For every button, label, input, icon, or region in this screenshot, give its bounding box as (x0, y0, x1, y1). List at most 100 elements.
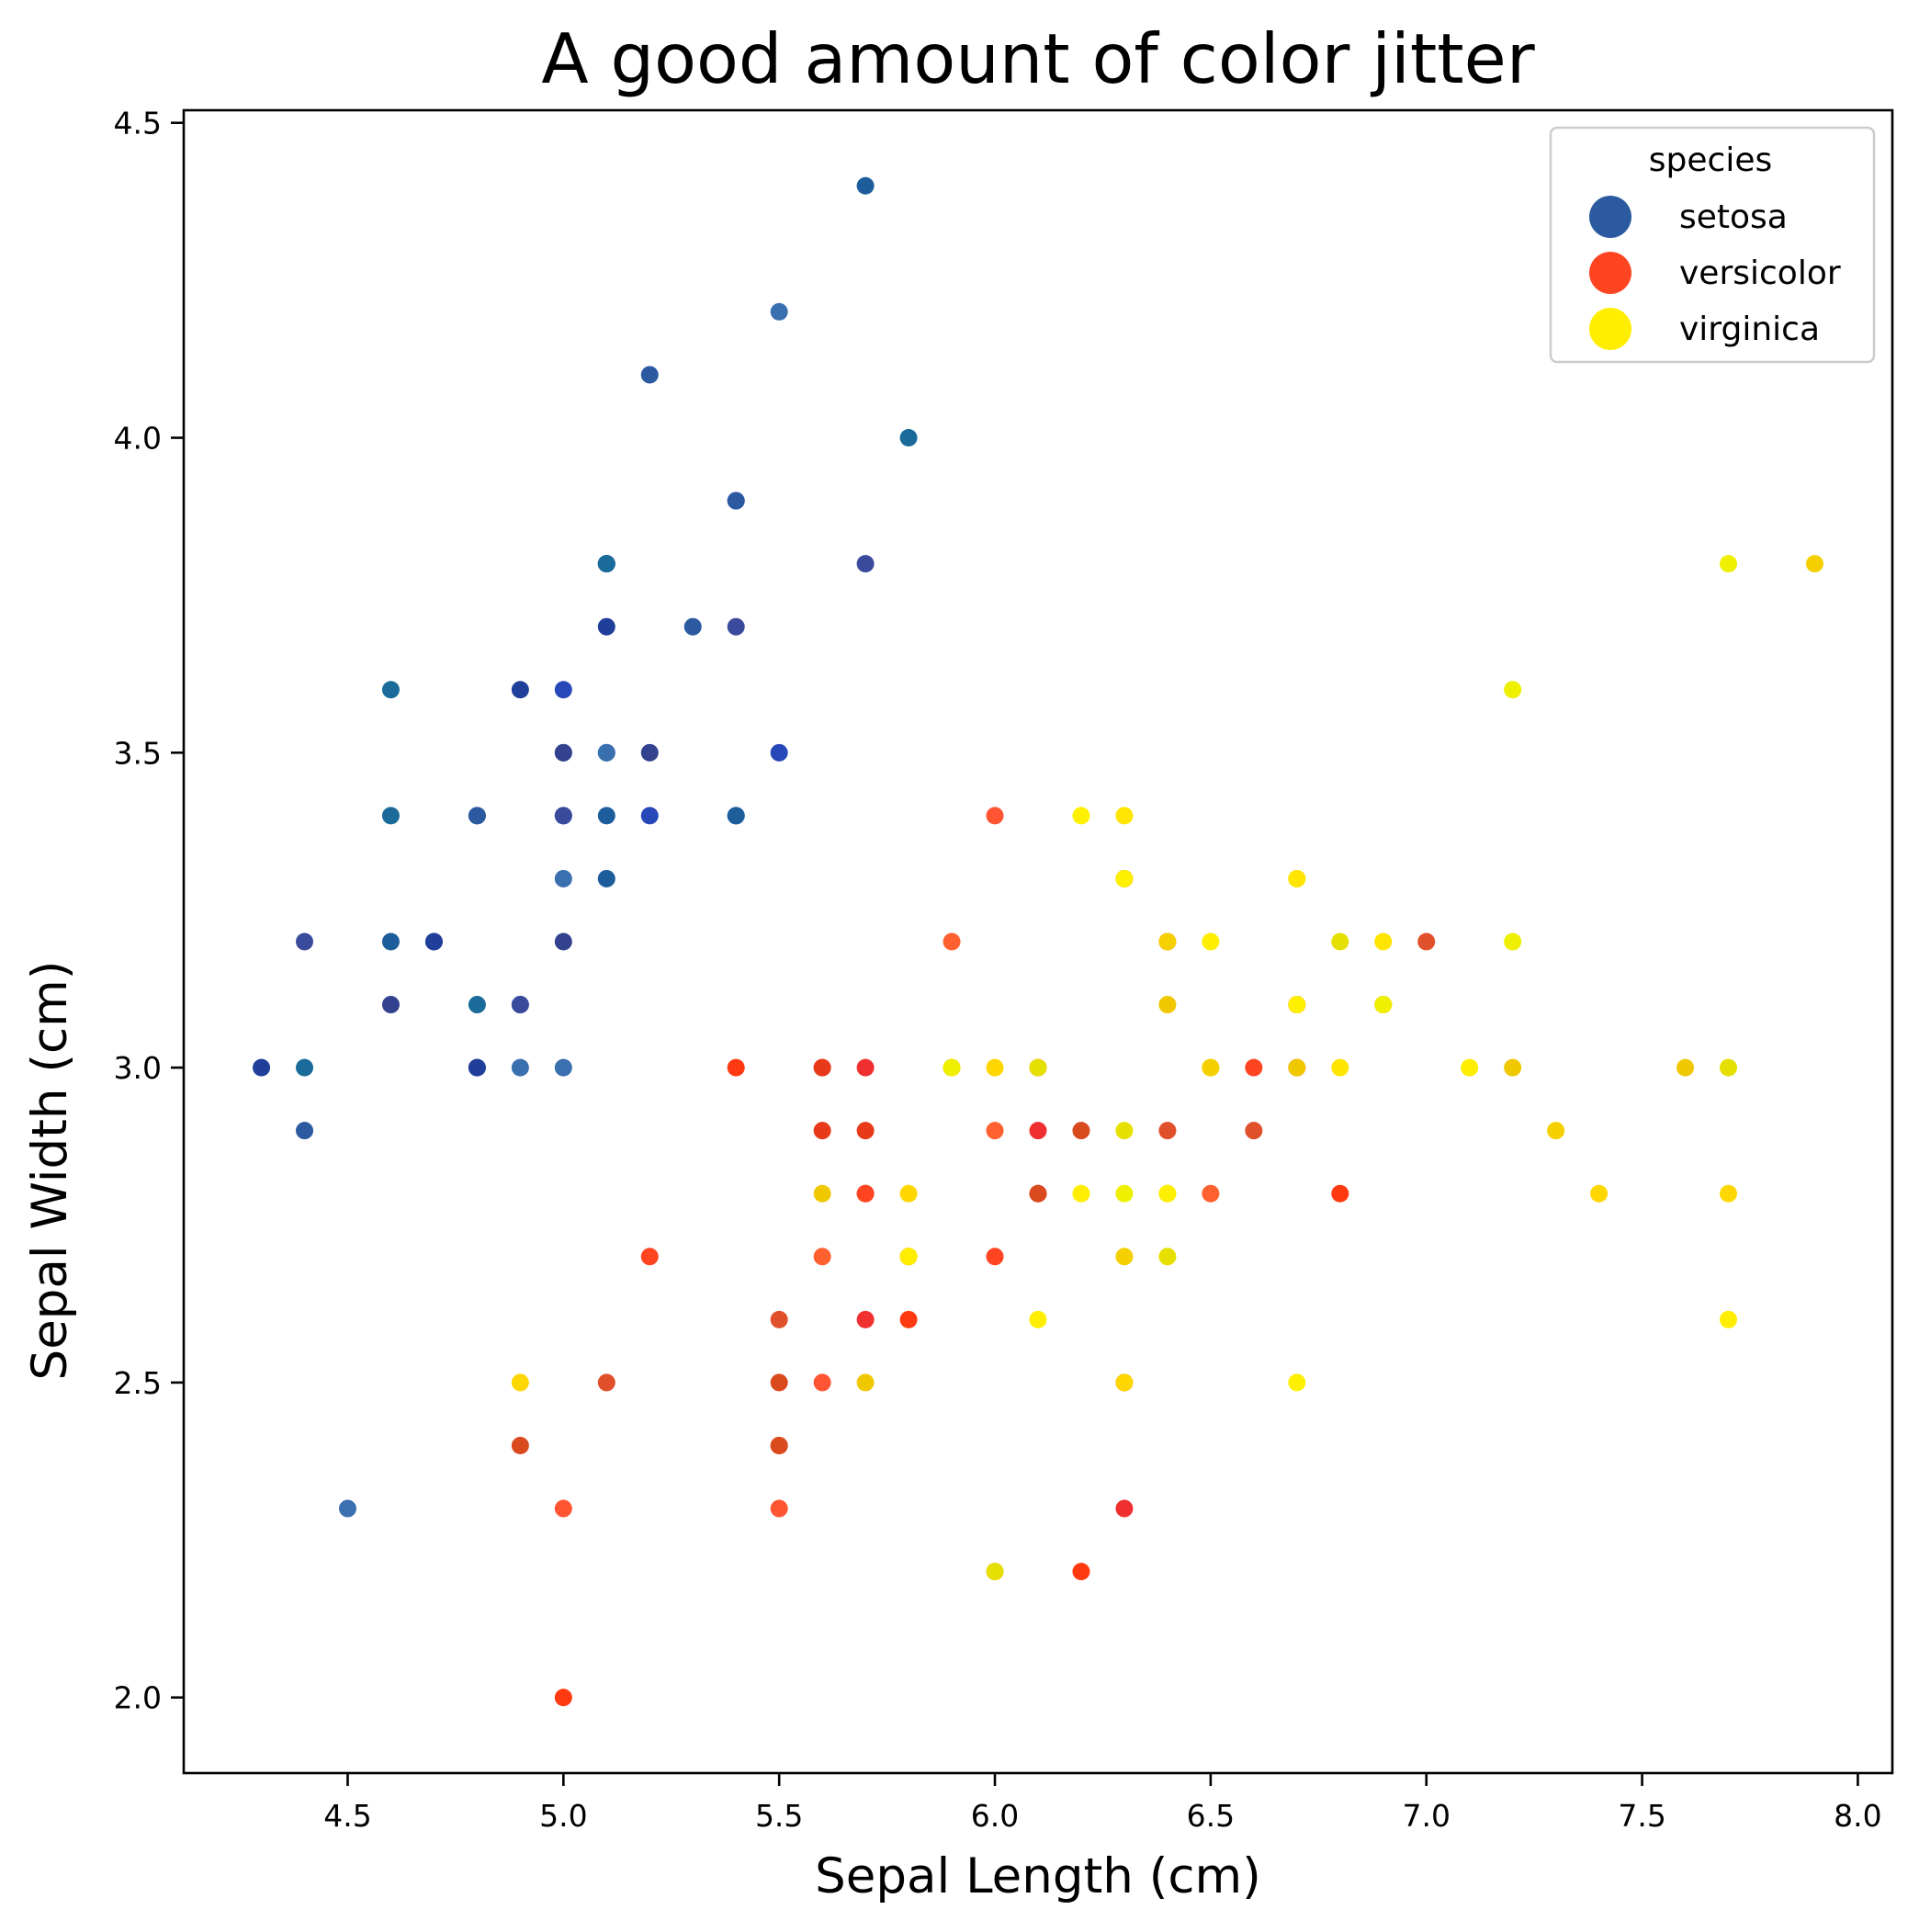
data-point-virginica (1288, 996, 1306, 1014)
data-point-versicolor (856, 1184, 875, 1203)
data-point-setosa (381, 807, 400, 825)
data-point-virginica (899, 1248, 918, 1266)
data-point-setosa (296, 1058, 314, 1077)
y-axis-label: Sepal Width (cm) (22, 961, 78, 1381)
data-point-setosa (253, 1058, 271, 1077)
data-point-virginica (1115, 869, 1134, 887)
x-tick-label: 6.0 (971, 1798, 1019, 1834)
data-point-setosa (554, 1058, 572, 1077)
data-point-virginica (1720, 1058, 1738, 1077)
data-point-setosa (511, 1058, 529, 1077)
data-point-versicolor (899, 1310, 918, 1328)
data-point-virginica (1504, 932, 1522, 951)
data-point-virginica (1158, 996, 1177, 1014)
data-point-setosa (468, 807, 486, 825)
data-point-versicolor (1158, 1122, 1177, 1140)
data-point-setosa (856, 176, 875, 195)
data-point-setosa (597, 807, 615, 825)
data-point-setosa (296, 1122, 314, 1140)
data-point-versicolor (813, 1248, 831, 1266)
data-point-virginica (943, 1058, 961, 1077)
data-point-versicolor (1331, 1184, 1349, 1203)
data-point-setosa (381, 932, 400, 951)
legend-label-setosa: setosa (1679, 198, 1788, 236)
data-point-setosa (554, 807, 572, 825)
x-tick-label: 5.0 (539, 1798, 587, 1834)
data-point-virginica (813, 1184, 831, 1203)
data-point-versicolor (1202, 1184, 1220, 1203)
data-point-virginica (1374, 996, 1393, 1014)
data-point-versicolor (640, 1248, 659, 1266)
x-tick-label: 4.5 (323, 1798, 371, 1834)
data-point-virginica (1202, 1058, 1220, 1077)
data-point-setosa (554, 681, 572, 699)
y-tick-label: 4.5 (114, 106, 162, 141)
data-point-versicolor (856, 1310, 875, 1328)
data-point-versicolor (1245, 1122, 1263, 1140)
data-point-versicolor (1245, 1058, 1263, 1077)
data-point-virginica (1115, 1373, 1134, 1392)
data-point-virginica (1590, 1184, 1609, 1203)
x-tick-label: 6.5 (1187, 1798, 1235, 1834)
y-tick-label: 4.0 (114, 421, 162, 457)
data-point-setosa (296, 932, 314, 951)
x-axis: 4.5 5.0 5.5 6.0 6.5 7.0 7.5 8.0 (323, 1773, 1882, 1834)
data-point-setosa (511, 681, 529, 699)
plot-frame (182, 108, 1894, 1775)
data-point-setosa (468, 1058, 486, 1077)
data-point-setosa (727, 617, 745, 636)
legend-box (1549, 126, 1876, 364)
data-point-versicolor (770, 1310, 788, 1328)
data-point-virginica (1461, 1058, 1479, 1077)
x-tick-label: 8.0 (1834, 1798, 1881, 1834)
data-point-virginica (1374, 932, 1393, 951)
x-axis-label: Sepal Length (cm) (815, 1848, 1261, 1904)
data-point-setosa (597, 555, 615, 573)
data-point-virginica (1115, 1184, 1134, 1203)
legend-marker-versicolor (1589, 252, 1631, 294)
data-point-virginica (1288, 869, 1306, 887)
data-point-setosa (381, 996, 400, 1014)
data-point-versicolor (770, 1436, 788, 1454)
data-point-versicolor (856, 1122, 875, 1140)
data-point-virginica (1288, 1373, 1306, 1392)
data-point-versicolor (554, 1689, 572, 1707)
data-point-versicolor (554, 1499, 572, 1518)
legend: species setosa versicolor virginica (1549, 126, 1876, 364)
data-point-virginica (1331, 1058, 1349, 1077)
data-point-versicolor (1417, 932, 1436, 951)
data-points (253, 176, 1823, 1707)
data-point-virginica (1504, 1058, 1522, 1077)
data-point-versicolor (986, 807, 1004, 825)
data-point-setosa (511, 996, 529, 1014)
data-point-setosa (554, 743, 572, 762)
data-point-versicolor (986, 1122, 1004, 1140)
data-point-virginica (1072, 1184, 1090, 1203)
y-tick-label: 3.0 (114, 1050, 162, 1086)
data-point-versicolor (986, 1248, 1004, 1266)
data-point-virginica (856, 1373, 875, 1392)
data-point-virginica (1158, 1184, 1177, 1203)
data-point-setosa (597, 617, 615, 636)
data-point-virginica (511, 1373, 529, 1392)
data-point-versicolor (1072, 1563, 1090, 1581)
legend-label-versicolor: versicolor (1679, 254, 1841, 292)
data-point-virginica (1158, 1248, 1177, 1266)
data-point-setosa (640, 366, 659, 384)
x-tick-label: 7.0 (1402, 1798, 1450, 1834)
data-point-setosa (381, 681, 400, 699)
data-point-versicolor (727, 1058, 745, 1077)
y-axis: 2.0 2.5 3.0 3.5 4.0 4.5 (114, 106, 184, 1716)
data-point-virginica (1288, 1058, 1306, 1077)
data-point-versicolor (770, 1499, 788, 1518)
data-point-virginica (1115, 1248, 1134, 1266)
data-point-versicolor (813, 1058, 831, 1077)
legend-marker-virginica (1589, 308, 1631, 350)
legend-marker-setosa (1589, 196, 1631, 238)
data-point-versicolor (813, 1122, 831, 1140)
chart-title: A good amount of color jitter (541, 18, 1534, 99)
data-point-virginica (1676, 1058, 1695, 1077)
data-point-virginica (1158, 932, 1177, 951)
data-point-virginica (1115, 807, 1134, 825)
